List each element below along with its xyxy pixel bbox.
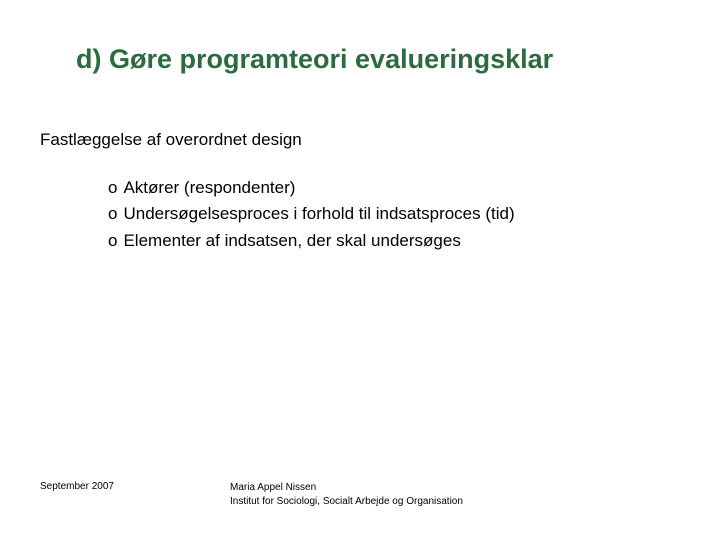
bullet-text: Elementer af indsatsen, der skal undersø… <box>123 231 460 250</box>
footer-author-affiliation: Institut for Sociologi, Socialt Arbejde … <box>230 495 463 509</box>
bullet-text: Undersøgelsesproces i forhold til indsat… <box>123 204 514 223</box>
slide: d) Gøre programteori evalueringsklar Fas… <box>0 0 720 540</box>
slide-subtitle: Fastlæggelse af overordnet design <box>40 130 302 150</box>
bullet-marker: o <box>108 178 117 197</box>
footer-date: September 2007 <box>40 481 230 492</box>
bullet-marker: o <box>108 231 117 250</box>
footer-author-name: Maria Appel Nissen <box>230 481 463 495</box>
bullet-marker: o <box>108 204 117 223</box>
bullet-text: Aktører (respondenter) <box>123 178 295 197</box>
footer-author: Maria Appel Nissen Institut for Sociolog… <box>230 481 463 508</box>
list-item: o Elementer af indsatsen, der skal unders… <box>108 228 680 254</box>
list-item: o Aktører (respondenter) <box>108 175 680 201</box>
slide-footer: September 2007 Maria Appel Nissen Instit… <box>40 481 680 508</box>
bullet-list: o Aktører (respondenter) o Undersøgelsespr… <box>108 175 680 254</box>
slide-title: d) Gøre programteori evalueringsklar <box>76 44 680 75</box>
list-item: o Undersøgelsesproces i forhold til indsa… <box>108 201 680 227</box>
